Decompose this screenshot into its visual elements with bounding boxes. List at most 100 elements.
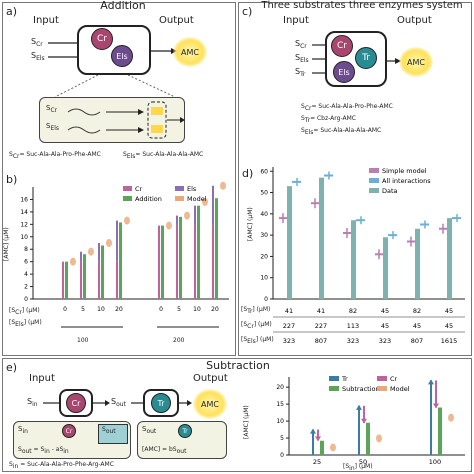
chart-e-ytick-label: 15: [276, 401, 284, 408]
chart-d-tr-value: 82: [349, 307, 357, 315]
panel-a-title: Addition: [100, 0, 146, 12]
panel-c-label: c): [242, 5, 253, 18]
chart-e-ytick-label: 5: [280, 435, 284, 442]
chart-d-els-value: 807: [315, 337, 327, 345]
inset-e-right-s-out: Sout: [142, 425, 157, 435]
panel-c-sub-cr: SCr= Suc-Ala-Ala-Pro-Phe-AMC: [301, 103, 393, 112]
panel-c-s-cr: SCr: [295, 39, 307, 50]
chart-b-model-point: [202, 197, 208, 206]
chart-d-ytick-label: 40: [260, 211, 268, 218]
chart-d-legend-swatch: [369, 188, 379, 193]
panel-b-row1-label: [SCr] (μM): [9, 307, 40, 316]
chart-e-xtick-label: 25: [313, 458, 321, 466]
chart-b-bar-addition: [101, 245, 104, 299]
panel-d-row-tr: [STr] (μM): [241, 306, 271, 315]
chart-d-tr-value: 41: [317, 307, 325, 315]
chart-e-ytick-label: 20: [276, 384, 284, 391]
panel-e-cr-circle: Cr: [66, 393, 86, 413]
chart-d-ytick-label: 20: [260, 253, 268, 260]
panel-d-row-els: [SEls] (μM): [241, 336, 274, 345]
chart-e-ytick-label: 10: [276, 418, 284, 425]
enzyme-els-circle: Els: [111, 45, 133, 67]
panel-e-label: e): [6, 361, 18, 374]
panel-a-label: a): [6, 5, 18, 18]
chart-d-cr-value: 45: [381, 322, 389, 330]
panel-c-arrows: [312, 44, 401, 74]
chart-d-ytick-label: 60: [260, 168, 268, 175]
chart-d-els-value: 323: [283, 337, 295, 345]
chart-b-ytick-label: 2: [24, 284, 28, 291]
chart-e-model-point: [448, 413, 454, 422]
panel-d-row-cr: [SCr] (μM): [241, 321, 272, 330]
chart-d-tr-value: 82: [413, 307, 421, 315]
chart-d-tr-value: 45: [381, 307, 389, 315]
chart-b-ytick-label: 12: [20, 221, 28, 228]
panel-b-group-100: 100: [77, 337, 89, 344]
chart-b-xtick-label: 20: [211, 306, 219, 313]
chart-d-ytick-label: 50: [260, 190, 268, 197]
chart-e-tr-arrowhead: [310, 428, 316, 434]
panel-e-xlabel: [Sin] (μM): [343, 463, 373, 472]
chart-e-subtraction-bar: [438, 407, 442, 455]
chart-b-bar-addition: [83, 254, 86, 299]
chart-b-xtick-label: 10: [97, 306, 105, 313]
chart-e-legend-swatch: [377, 376, 387, 381]
chart-b-legend-swatch: [123, 196, 132, 201]
chart-d-data-bar: [287, 186, 292, 299]
chart-b-xtick-label: 20: [115, 306, 123, 313]
chart-b-bar-addition: [119, 222, 122, 299]
chart-b-ytick-label: 16: [20, 196, 28, 203]
panel-c-s-tr: STr: [295, 67, 306, 78]
chart-d-ytick-label: 10: [260, 275, 268, 282]
panel-e-chart: 0 5 10 15 20 25 50 100 Tr Cr Subtraction Model: [276, 375, 465, 466]
chart-d-legend-swatch: [369, 178, 379, 183]
chart-e-cr-arrowhead: [315, 436, 321, 442]
chart-b-legend-label: Els: [187, 185, 197, 193]
chart-b-model-point: [220, 181, 226, 190]
chart-b-legend-label: Model: [187, 195, 207, 203]
chart-d-data-bar: [415, 228, 420, 299]
panel-e-inset-left: Sin Cr Sout Sout = Sin - aSin: [13, 421, 131, 459]
panel-a-substrate-els: SEls= Suc-Ala-Ala-Ala-AMC: [123, 151, 204, 160]
chart-b-legend-swatch: [175, 186, 184, 191]
chart-e-cr-arrowhead: [433, 403, 439, 409]
panel-e-cr-box: [59, 389, 93, 417]
chart-b-model-point: [184, 211, 190, 220]
chart-d-cr-value: 113: [347, 322, 359, 330]
chart-e-subtraction-bar: [366, 422, 370, 455]
inset-e-tr-circle: Tr: [178, 424, 192, 438]
panel-c-output-label: Output: [397, 15, 432, 26]
panel-e: e) Subtraction Input Output Sin Sout Cr …: [2, 358, 472, 472]
panel-a-substrate-cr: SCr= Suc-Ala-Ala-Pro-Phe-AMC: [9, 151, 101, 160]
chart-e-legend-swatch: [329, 376, 339, 381]
chart-b-ytick-label: 6: [24, 259, 28, 266]
chart-d-legend-swatch: [369, 168, 379, 173]
chart-b-bar-addition: [179, 216, 182, 299]
panel-c-amc: AMC: [399, 47, 433, 77]
chart-b-model-point: [124, 216, 130, 225]
panel-e-tr-circle: Tr: [151, 393, 171, 413]
inset-e-formula2: [AMC] = bSout: [142, 446, 187, 455]
inset-e-cr-circle: Cr: [62, 424, 76, 438]
chart-b-xtick-label: 0: [63, 306, 67, 313]
chart-d-ytick-label: 0: [264, 296, 268, 303]
chart-e-xtick-label: 100: [429, 458, 441, 466]
panel-e-output-label: Output: [193, 373, 228, 384]
chart-d-data-bar: [319, 177, 324, 299]
panel-b-label: b): [6, 173, 18, 186]
inset-s-els: SEls: [46, 122, 60, 132]
chart-d-els-value: 323: [379, 337, 391, 345]
chart-b-ytick-label: 0: [24, 296, 28, 303]
chart-e-model-point: [330, 443, 336, 452]
panel-a-input-label: Input: [33, 15, 59, 26]
chart-b-model-point: [70, 257, 76, 266]
chart-d-legend-label: Simple model: [382, 167, 427, 175]
panel-c-s-els: SEls: [295, 53, 309, 64]
chart-e-tr-arrowhead: [356, 404, 362, 410]
panel-e-input-label: Input: [29, 373, 55, 384]
panel-c-tr-circle: Tr: [355, 47, 377, 69]
panel-a-output-label: Output: [159, 15, 194, 26]
panel-d-ylabel: [AMC] (μM): [247, 207, 254, 241]
panel-e-substrate: Sin = Suc-Ala-Ala-Pro-Phe-Arg-AMC: [9, 461, 114, 470]
chart-d-els-value: 1615: [441, 337, 458, 345]
